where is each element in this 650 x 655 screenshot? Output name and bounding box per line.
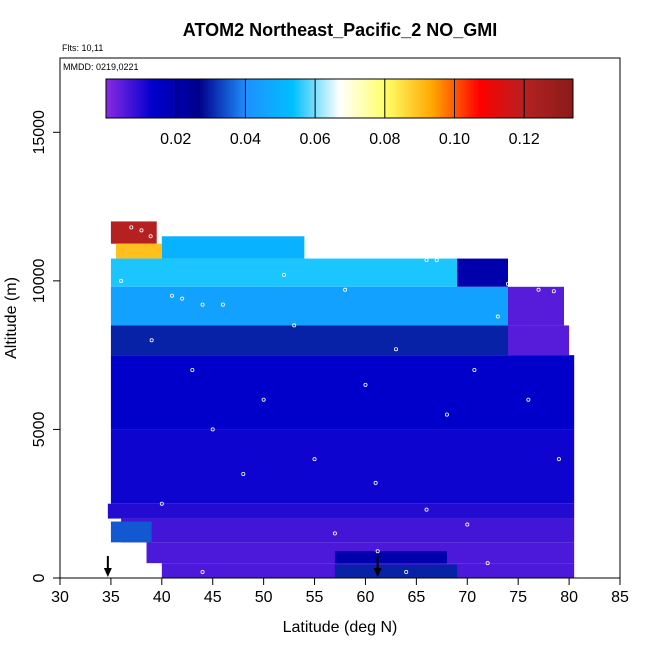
flight-point	[424, 507, 429, 512]
heatmap-regions	[107, 221, 575, 578]
flight-point	[261, 397, 266, 402]
flight-point	[180, 296, 185, 301]
x-tick-label: 40	[153, 589, 171, 606]
y-tick-label: 15000	[31, 110, 48, 155]
heatmap-cell	[457, 258, 508, 287]
x-tick-label: 45	[204, 589, 222, 606]
heatmap-cell	[110, 221, 157, 244]
flight-point	[312, 457, 317, 462]
plot-frame	[59, 57, 621, 579]
flight-point	[526, 397, 531, 402]
flight-point	[465, 522, 470, 527]
flight-point	[472, 367, 477, 372]
heatmap-cell	[110, 286, 508, 326]
colorbar-tick-label: 0.12	[509, 131, 540, 148]
heatmap-cell	[334, 564, 458, 578]
x-tick-label: 65	[407, 589, 425, 606]
y-tick-label: 5000	[31, 412, 48, 448]
heatmap-cell	[161, 236, 305, 259]
flight-point	[169, 293, 174, 298]
y-tick-label: 10000	[31, 259, 48, 304]
y-axis-label: Altitude (m)	[3, 277, 20, 359]
flight-point	[332, 531, 337, 536]
x-axis: 30 35 40 45 50 55 60 65 70 75 80 85	[51, 578, 629, 606]
arrow-marker	[373, 556, 382, 577]
heatmap-cell	[116, 243, 162, 259]
flight-point	[149, 338, 154, 343]
heatmap-cell	[110, 429, 575, 504]
x-tick-label: 50	[255, 589, 273, 606]
flight-point	[404, 570, 409, 575]
flight-point	[139, 228, 144, 233]
colorbar-tick-label: 0.06	[300, 131, 331, 148]
y-tick-label: 0	[31, 573, 48, 582]
dates-label: MMDD: 0219,0221	[63, 62, 139, 72]
colorbar: 0.02 0.04 0.06 0.08 0.10 0.12	[105, 78, 574, 148]
x-tick-label: 70	[458, 589, 476, 606]
flight-point	[148, 234, 153, 239]
flight-track-points	[119, 225, 561, 575]
heatmap-cell	[508, 325, 570, 356]
flight-point	[536, 287, 541, 292]
flight-point	[210, 427, 215, 432]
x-tick-label: 85	[611, 589, 629, 606]
flight-point	[343, 287, 348, 292]
arrow-marker	[103, 556, 112, 577]
flight-point	[485, 561, 490, 566]
flight-point	[393, 347, 398, 352]
x-tick-label: 35	[102, 589, 120, 606]
colorbar-tick-label: 0.08	[369, 131, 400, 148]
colorbar-tick-label: 0.02	[160, 131, 191, 148]
heatmap-cell	[110, 355, 575, 430]
x-axis-label: Latitude (deg N)	[283, 619, 398, 636]
flight-point	[200, 302, 205, 307]
flight-point	[495, 314, 500, 319]
colorbar-gradient	[105, 78, 574, 119]
x-tick-label: 60	[357, 589, 375, 606]
flight-point	[119, 278, 124, 283]
flight-point	[241, 471, 246, 476]
heatmap-cell	[110, 521, 152, 543]
heatmap-cell	[121, 518, 575, 543]
flight-point	[292, 323, 297, 328]
x-tick-label: 75	[509, 589, 527, 606]
flight-point	[505, 281, 510, 286]
heatmap-cell	[110, 258, 458, 287]
x-tick-label: 30	[51, 589, 69, 606]
heatmap-cell	[107, 503, 575, 519]
flight-point	[363, 382, 368, 387]
flights-label: Flts: 10,11	[62, 43, 103, 53]
flight-point	[200, 570, 205, 575]
flight-point	[281, 272, 286, 277]
colorbar-tick-label: 0.10	[439, 131, 470, 148]
flight-point	[434, 258, 439, 263]
heatmap-cell	[334, 551, 447, 567]
flight-point	[556, 457, 561, 462]
x-tick-label: 80	[560, 589, 578, 606]
flight-point	[190, 367, 195, 372]
arrow-markers	[103, 556, 382, 577]
flight-point	[444, 412, 449, 417]
colorbar-tick-label: 0.04	[230, 131, 261, 148]
heatmap-cell	[110, 325, 508, 356]
flight-point	[129, 225, 134, 230]
flight-point	[424, 258, 429, 263]
flight-point	[551, 289, 556, 294]
flight-point	[375, 549, 380, 554]
chart-title: ATOM2 Northeast_Pacific_2 NO_GMI	[183, 20, 497, 40]
x-tick-label: 55	[306, 589, 324, 606]
y-axis: 0 5000 10000 15000	[31, 110, 60, 582]
flight-point	[220, 302, 225, 307]
flight-point	[373, 480, 378, 485]
flight-point	[159, 501, 164, 506]
heatmap-cell	[508, 286, 564, 326]
